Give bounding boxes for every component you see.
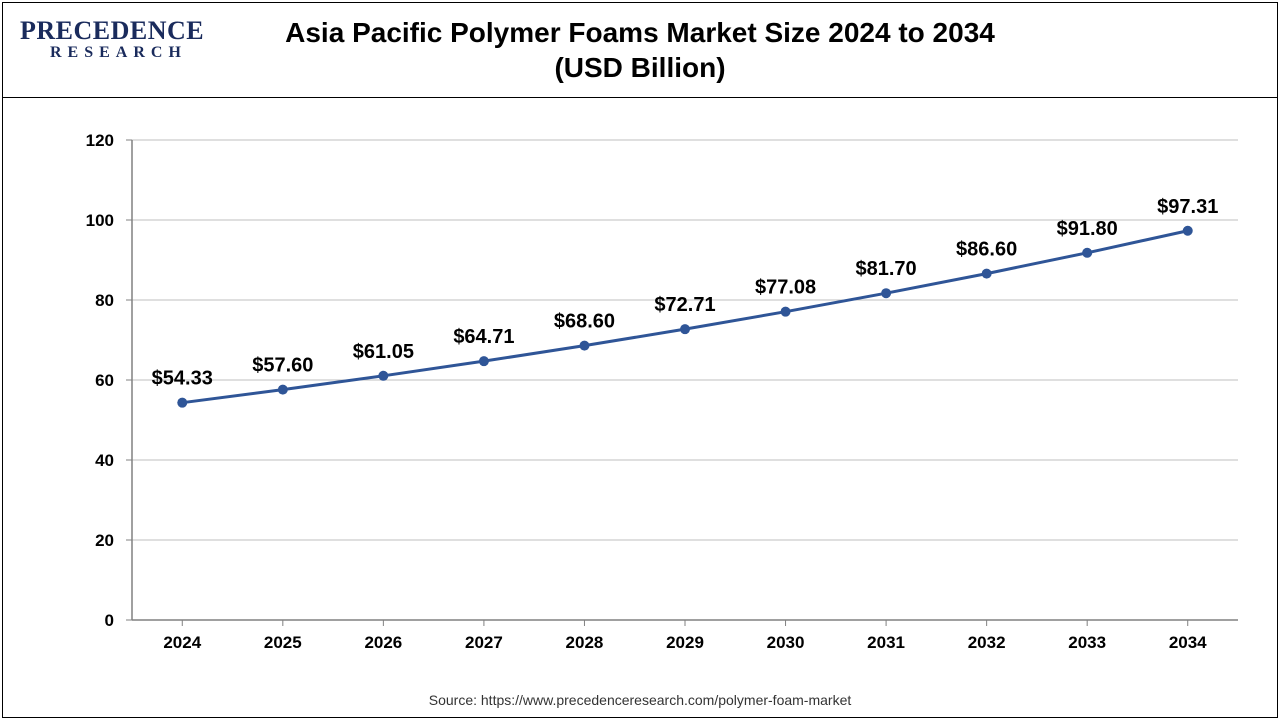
- data-marker: [781, 307, 791, 317]
- logo-line1: PRECEDENCE: [20, 16, 204, 45]
- x-tick-label: 2025: [264, 633, 302, 652]
- brand-logo: PRECEDENCE RESEARCH: [20, 16, 204, 62]
- x-tick-label: 2032: [968, 633, 1006, 652]
- data-marker: [982, 269, 992, 279]
- x-tick-label: 2027: [465, 633, 503, 652]
- data-marker: [881, 288, 891, 298]
- data-label: $68.60: [554, 311, 615, 333]
- logo-line2: RESEARCH: [50, 44, 204, 62]
- data-marker: [1183, 226, 1193, 236]
- data-label: $57.60: [252, 355, 313, 377]
- data-label: $97.31: [1157, 196, 1218, 218]
- x-tick-label: 2029: [666, 633, 704, 652]
- y-tick-label: 40: [95, 451, 114, 470]
- title-line1: Asia Pacific Polymer Foams Market Size 2…: [285, 17, 995, 48]
- data-marker: [479, 356, 489, 366]
- data-label: $91.80: [1057, 218, 1118, 240]
- title-line2: (USD Billion): [554, 52, 725, 83]
- data-label: $86.60: [956, 239, 1017, 261]
- x-tick-label: 2026: [364, 633, 402, 652]
- data-marker: [1082, 248, 1092, 258]
- source-text: Source: https://www.precedenceresearch.c…: [0, 692, 1280, 708]
- y-tick-label: 20: [95, 531, 114, 550]
- data-label: $64.71: [453, 326, 514, 348]
- x-tick-label: 2024: [163, 633, 201, 652]
- y-tick-label: 0: [105, 611, 114, 630]
- y-tick-label: 100: [86, 211, 114, 230]
- x-tick-label: 2031: [867, 633, 905, 652]
- data-label: $72.71: [654, 294, 715, 316]
- data-label: $61.05: [353, 341, 414, 363]
- x-tick-label: 2028: [566, 633, 604, 652]
- data-label: $77.08: [755, 277, 816, 299]
- y-tick-label: 60: [95, 371, 114, 390]
- y-tick-label: 120: [86, 131, 114, 150]
- data-marker: [680, 324, 690, 334]
- x-tick-label: 2030: [767, 633, 805, 652]
- data-line: [182, 231, 1187, 403]
- data-marker: [177, 398, 187, 408]
- data-marker: [378, 371, 388, 381]
- x-tick-label: 2033: [1068, 633, 1106, 652]
- data-marker: [278, 385, 288, 395]
- x-tick-label: 2034: [1169, 633, 1207, 652]
- line-chart: 0 20 40 60 80 100 120 2024 2025 2026 2027 2028 2029 2…: [2, 100, 1278, 680]
- data-label: $81.70: [856, 258, 917, 280]
- data-marker: [579, 341, 589, 351]
- data-label: $54.33: [152, 368, 213, 390]
- chart-area: 0 20 40 60 80 100 120 2024 2025 2026 2027 2028 2029 2…: [2, 100, 1278, 680]
- header-row: PRECEDENCE RESEARCH Asia Pacific Polymer…: [2, 2, 1278, 98]
- y-tick-label: 80: [95, 291, 114, 310]
